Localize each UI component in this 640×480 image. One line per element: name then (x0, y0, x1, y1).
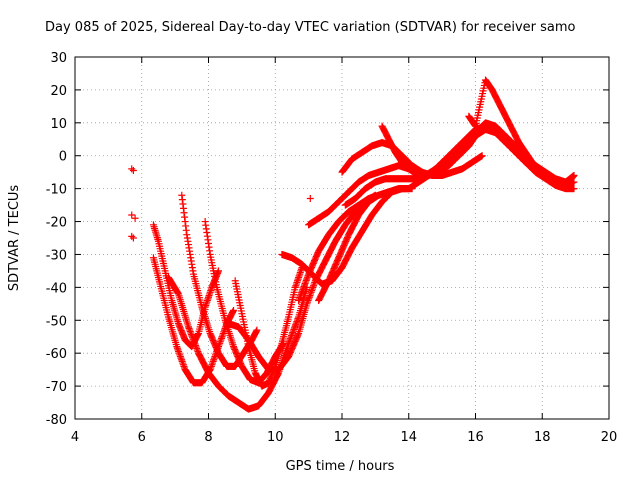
x-tick-label: 10 (267, 430, 284, 445)
x-tick-label: 16 (467, 430, 484, 445)
y-tick-label: 10 (50, 117, 67, 132)
y-tick-label: 20 (50, 84, 67, 99)
y-tick-label: -50 (46, 314, 67, 329)
y-tick-label: 30 (50, 51, 67, 66)
data-point (131, 214, 139, 222)
x-tick-label: 14 (400, 430, 417, 445)
y-tick-label: -80 (46, 413, 67, 428)
data-point (478, 152, 486, 160)
x-tick-label: 4 (71, 430, 79, 445)
data-point (306, 195, 314, 203)
data-point (128, 232, 136, 240)
y-tick-label: -40 (46, 281, 67, 296)
series-isolated (128, 165, 314, 242)
y-axis-label: SDTVAR / TECUs (7, 185, 22, 292)
chart-title: Day 085 of 2025, Sidereal Day-to-day VTE… (45, 20, 576, 35)
series-arc-k (305, 162, 413, 229)
y-tick-label: -60 (46, 347, 67, 362)
y-tick-label: 0 (59, 150, 67, 165)
y-tick-label: -30 (46, 248, 67, 263)
data-point (230, 306, 238, 314)
x-tick-label: 8 (204, 430, 212, 445)
data-point (129, 234, 137, 242)
data-point (253, 326, 261, 334)
x-tick-label: 20 (601, 430, 618, 445)
y-tick-label: -20 (46, 216, 67, 231)
series-arc-o (465, 76, 578, 189)
x-tick-label: 6 (138, 430, 146, 445)
axis-ticks: 4 6 8 10 12 14 16 18 20 -80 -70 -60 -50 -40 -30 -20 -10 0… (46, 51, 618, 445)
x-axis-label: GPS time / hours (286, 459, 395, 474)
x-tick-label: 12 (334, 430, 351, 445)
data-point (128, 165, 136, 173)
x-tick-label: 18 (534, 430, 551, 445)
data-points (128, 76, 578, 413)
data-point (129, 167, 137, 175)
y-tick-label: -10 (46, 183, 67, 198)
y-tick-label: -70 (46, 380, 67, 395)
data-point (128, 211, 136, 219)
data-point (570, 185, 578, 193)
